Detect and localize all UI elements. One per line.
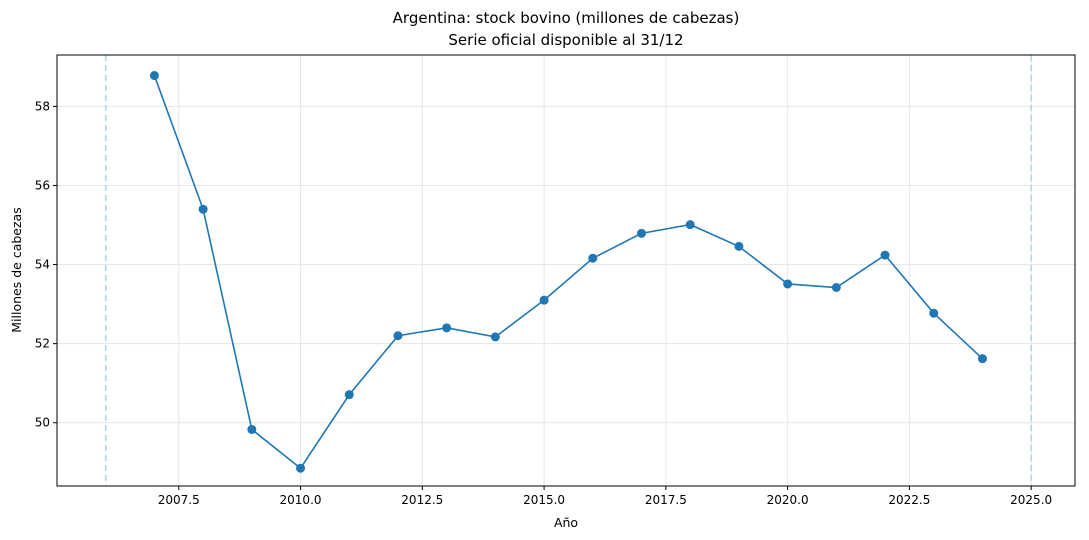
data-point	[344, 390, 354, 400]
data-point	[588, 253, 598, 263]
data-point	[880, 250, 890, 260]
x-tick-label: 2022.5	[888, 493, 930, 507]
y-tick-label: 50	[35, 416, 50, 430]
data-point	[393, 331, 403, 341]
plot-area-frame	[56, 54, 1076, 487]
data-point	[977, 354, 987, 364]
grid	[57, 55, 1075, 486]
data-point	[685, 220, 695, 230]
chart-title: Argentina: stock bovino (millones de cab…	[393, 9, 740, 27]
y-tick-label: 56	[35, 178, 50, 192]
y-tick-label: 54	[35, 258, 50, 272]
series-layer	[149, 71, 987, 473]
data-point	[783, 279, 793, 289]
chart-subtitle: Serie oficial disponible al 31/12	[448, 31, 683, 49]
data-point	[198, 204, 208, 214]
data-point	[149, 71, 159, 81]
y-axis-ticks: 50 52 54 56 58	[35, 99, 57, 430]
x-tick-label: 2012.5	[401, 493, 443, 507]
x-tick-label: 2020.0	[767, 493, 809, 507]
data-point	[296, 463, 306, 473]
x-tick-label: 2017.5	[645, 493, 687, 507]
x-axis-ticks: 2007.5 2010.0 2012.5 2015.0 2017.5 2020.0 2022…	[158, 486, 1052, 507]
y-tick-label: 58	[35, 99, 50, 113]
x-tick-label: 2007.5	[158, 493, 200, 507]
reference-lines	[104, 55, 1032, 486]
y-tick-label: 52	[35, 337, 50, 351]
data-point	[929, 308, 939, 318]
data-point	[247, 424, 257, 434]
data-point	[442, 323, 452, 333]
x-tick-label: 2025.0	[1010, 493, 1052, 507]
data-point	[831, 283, 841, 293]
data-point	[636, 228, 646, 238]
series-line	[153, 75, 983, 470]
data-point	[490, 332, 500, 342]
x-axis-label: Año	[554, 515, 578, 530]
data-point	[734, 241, 744, 251]
x-tick-label: 2015.0	[523, 493, 565, 507]
x-tick-label: 2010.0	[280, 493, 322, 507]
y-axis-label: Millones de cabezas	[9, 207, 24, 332]
data-point	[539, 295, 549, 305]
